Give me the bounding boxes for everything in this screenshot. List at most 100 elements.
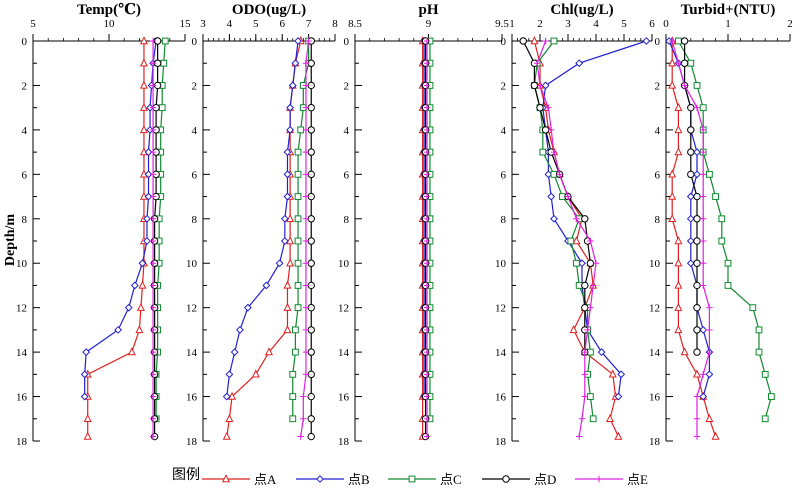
data-point xyxy=(423,282,431,289)
series-4 xyxy=(421,37,430,441)
data-point xyxy=(139,36,148,45)
y-tick-label: 18 xyxy=(495,436,507,448)
data-point xyxy=(547,192,556,201)
panel-title: pH xyxy=(418,2,438,18)
data-point xyxy=(149,326,157,334)
data-point xyxy=(718,237,726,245)
data-point xyxy=(158,104,166,112)
data-point xyxy=(686,214,695,223)
data-point xyxy=(286,103,295,112)
data-point xyxy=(222,392,231,401)
y-tick-label: 12 xyxy=(186,303,197,315)
y-tick-label: 16 xyxy=(338,392,350,404)
data-point xyxy=(302,282,310,289)
series-1 xyxy=(83,36,148,440)
data-point xyxy=(149,171,157,178)
data-point xyxy=(423,60,431,67)
data-point xyxy=(423,126,431,134)
data-point xyxy=(423,148,431,156)
data-point xyxy=(700,148,707,156)
y-tick-label: 2 xyxy=(344,80,350,92)
legend-item: 点B xyxy=(296,472,370,487)
data-point xyxy=(302,82,310,89)
data-point xyxy=(536,103,544,112)
series-line xyxy=(155,40,166,419)
data-point xyxy=(300,415,307,422)
y-tick-label: 14 xyxy=(495,347,507,359)
x-tick-label: 6 xyxy=(649,18,655,30)
panel-title: Temp(℃) xyxy=(77,2,141,18)
data-point xyxy=(149,433,157,440)
data-point xyxy=(138,259,147,268)
y-tick-label: 0 xyxy=(501,36,507,48)
data-point xyxy=(548,126,555,134)
legend-marker xyxy=(595,475,603,483)
data-point xyxy=(225,413,234,422)
data-point xyxy=(567,237,575,245)
y-tick-label: 6 xyxy=(192,169,198,181)
data-point xyxy=(590,282,597,289)
data-point xyxy=(668,213,677,222)
data-point xyxy=(149,282,157,289)
legend-item: 点A xyxy=(202,472,277,487)
data-point xyxy=(302,215,310,222)
data-point xyxy=(576,433,583,440)
data-point xyxy=(149,237,157,245)
data-point xyxy=(302,371,310,378)
series-2 xyxy=(80,37,161,401)
x-tick-label: 9 xyxy=(426,18,432,30)
series-5 xyxy=(149,37,157,440)
y-tick-label: 14 xyxy=(16,347,28,359)
data-point xyxy=(578,259,586,268)
data-point xyxy=(423,260,431,267)
data-point xyxy=(297,126,305,134)
data-point xyxy=(294,237,302,245)
data-point xyxy=(668,169,677,178)
data-point xyxy=(280,237,289,245)
x-tick-label: 15 xyxy=(180,18,192,30)
data-point xyxy=(423,237,431,245)
legend-label: 点A xyxy=(254,472,277,487)
series-3 xyxy=(426,37,434,423)
y-tick-label: 2 xyxy=(501,80,507,92)
data-point xyxy=(541,81,550,90)
x-tick-label: 5 xyxy=(30,18,36,30)
data-point xyxy=(149,82,157,89)
data-point xyxy=(605,413,615,422)
data-point xyxy=(307,415,315,423)
data-point xyxy=(674,280,683,289)
data-point xyxy=(686,192,695,201)
y-tick-label: 10 xyxy=(495,258,507,270)
data-point xyxy=(283,148,292,157)
data-point xyxy=(243,303,252,312)
data-point xyxy=(539,148,547,156)
data-point xyxy=(592,260,600,267)
y-tick-label: 10 xyxy=(649,258,661,270)
x-tick-label: 2 xyxy=(787,18,793,30)
data-point xyxy=(423,348,431,356)
data-point xyxy=(423,304,431,311)
data-point xyxy=(587,237,594,245)
data-point xyxy=(423,393,431,400)
x-tick-label: 4 xyxy=(227,18,233,30)
y-tick-label: 2 xyxy=(192,80,198,92)
data-point xyxy=(297,433,304,440)
data-point xyxy=(149,415,157,422)
x-tick-label: 2 xyxy=(537,18,543,30)
data-point xyxy=(307,432,315,441)
data-point xyxy=(700,193,707,200)
legend-label: 点D xyxy=(534,472,556,487)
data-point xyxy=(541,126,550,134)
data-point xyxy=(581,393,588,400)
data-point xyxy=(149,260,157,267)
data-point xyxy=(139,125,148,134)
x-tick-label: 3 xyxy=(565,18,571,30)
data-point xyxy=(550,214,558,223)
y-axis-label: Depth/m xyxy=(3,214,18,266)
series-4 xyxy=(519,37,595,356)
data-point xyxy=(136,302,145,311)
data-point xyxy=(149,148,157,156)
legend-title: 图例 xyxy=(172,467,200,483)
data-point xyxy=(699,104,707,112)
